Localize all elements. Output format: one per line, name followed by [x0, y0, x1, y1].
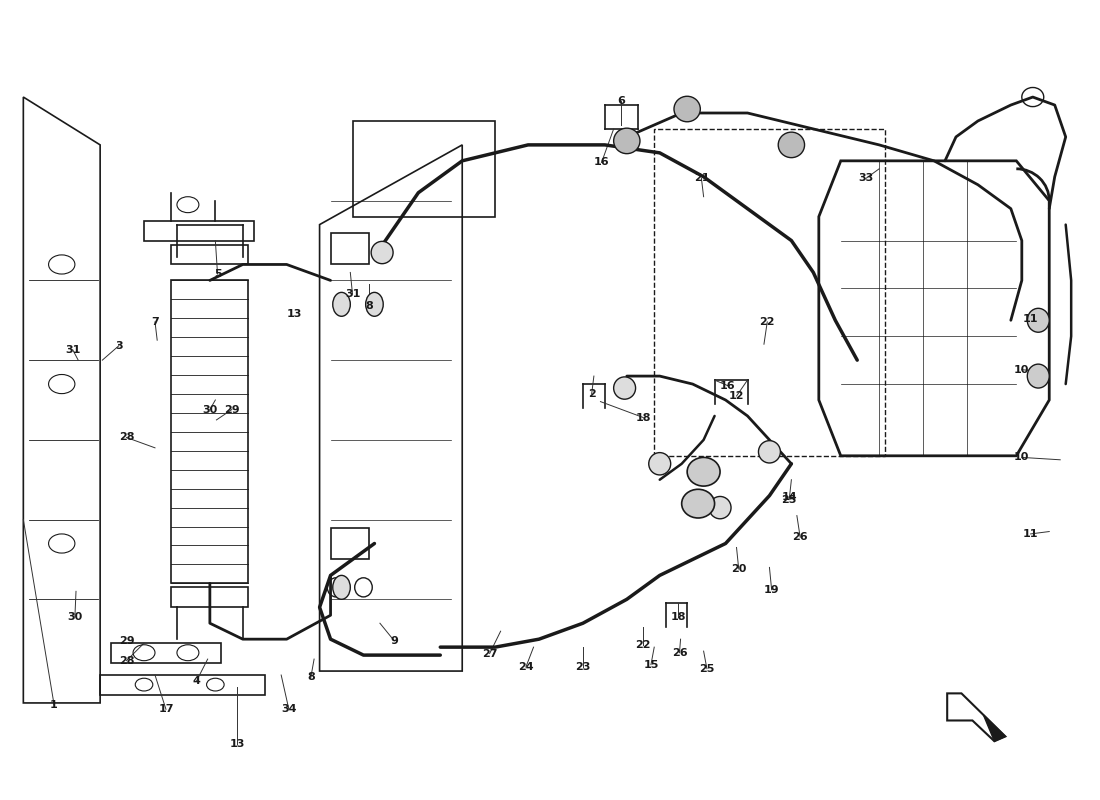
Text: 9: 9 — [390, 636, 398, 646]
Text: 21: 21 — [694, 174, 710, 183]
Bar — [172, 281, 249, 583]
Text: 25: 25 — [700, 664, 715, 674]
Bar — [144, 221, 254, 241]
Text: 26: 26 — [792, 532, 808, 542]
Bar — [172, 245, 249, 265]
Ellipse shape — [710, 497, 732, 518]
Text: 4: 4 — [192, 676, 200, 686]
Ellipse shape — [759, 441, 780, 463]
Text: 22: 22 — [636, 640, 651, 650]
Text: 17: 17 — [158, 704, 174, 714]
Text: 20: 20 — [732, 564, 747, 574]
Ellipse shape — [371, 242, 393, 264]
Text: 13: 13 — [230, 739, 245, 750]
Ellipse shape — [332, 575, 350, 599]
Bar — [111, 643, 221, 663]
Bar — [654, 129, 884, 456]
Text: 26: 26 — [672, 648, 688, 658]
Ellipse shape — [778, 132, 804, 158]
Bar — [331, 527, 368, 559]
Text: 31: 31 — [65, 345, 80, 354]
Text: 7: 7 — [151, 317, 158, 327]
Text: 18: 18 — [671, 612, 686, 622]
Text: 18: 18 — [636, 413, 651, 422]
Text: 16: 16 — [719, 381, 736, 390]
Ellipse shape — [674, 96, 701, 122]
Ellipse shape — [332, 292, 350, 316]
Polygon shape — [947, 694, 1005, 742]
Text: 28: 28 — [119, 656, 134, 666]
Text: 19: 19 — [763, 585, 780, 594]
Text: 29: 29 — [119, 636, 134, 646]
Text: 23: 23 — [575, 662, 591, 672]
Text: 13: 13 — [287, 309, 303, 319]
Ellipse shape — [649, 453, 671, 475]
Ellipse shape — [688, 458, 720, 486]
Ellipse shape — [177, 197, 199, 213]
Text: 34: 34 — [282, 704, 297, 714]
Text: 30: 30 — [67, 612, 82, 622]
Ellipse shape — [365, 292, 383, 316]
Text: 30: 30 — [202, 405, 218, 414]
Bar — [172, 587, 249, 607]
Text: 33: 33 — [858, 174, 873, 183]
Text: 2: 2 — [587, 389, 595, 398]
Text: 6: 6 — [617, 96, 625, 106]
Text: 11: 11 — [1023, 314, 1038, 324]
Text: 29: 29 — [224, 405, 240, 414]
Text: 22: 22 — [759, 317, 775, 327]
Ellipse shape — [1027, 308, 1049, 332]
Text: 5: 5 — [213, 269, 221, 279]
Text: 15: 15 — [644, 660, 659, 670]
Text: 16: 16 — [594, 158, 609, 167]
Ellipse shape — [207, 678, 224, 691]
Ellipse shape — [614, 377, 636, 399]
Bar — [352, 121, 495, 217]
Text: 31: 31 — [344, 289, 360, 299]
Text: 10: 10 — [1014, 452, 1030, 462]
Text: 8: 8 — [307, 673, 315, 682]
Text: 28: 28 — [119, 433, 134, 442]
Ellipse shape — [614, 128, 640, 154]
Ellipse shape — [682, 490, 715, 518]
Polygon shape — [818, 161, 1049, 456]
Ellipse shape — [135, 678, 153, 691]
Text: 24: 24 — [518, 662, 534, 672]
Text: 27: 27 — [482, 649, 497, 658]
Text: 1: 1 — [51, 699, 58, 710]
Polygon shape — [320, 145, 462, 671]
Text: 12: 12 — [729, 391, 745, 401]
Text: 25: 25 — [781, 494, 796, 505]
Text: 10: 10 — [1014, 365, 1030, 374]
Text: 14: 14 — [781, 492, 798, 502]
Text: 3: 3 — [116, 341, 122, 350]
Polygon shape — [983, 715, 1005, 742]
Polygon shape — [23, 97, 100, 703]
Bar — [100, 675, 265, 695]
Text: 8: 8 — [365, 301, 373, 311]
Ellipse shape — [1027, 364, 1049, 388]
Text: 11: 11 — [1023, 529, 1038, 539]
Bar — [331, 233, 368, 265]
